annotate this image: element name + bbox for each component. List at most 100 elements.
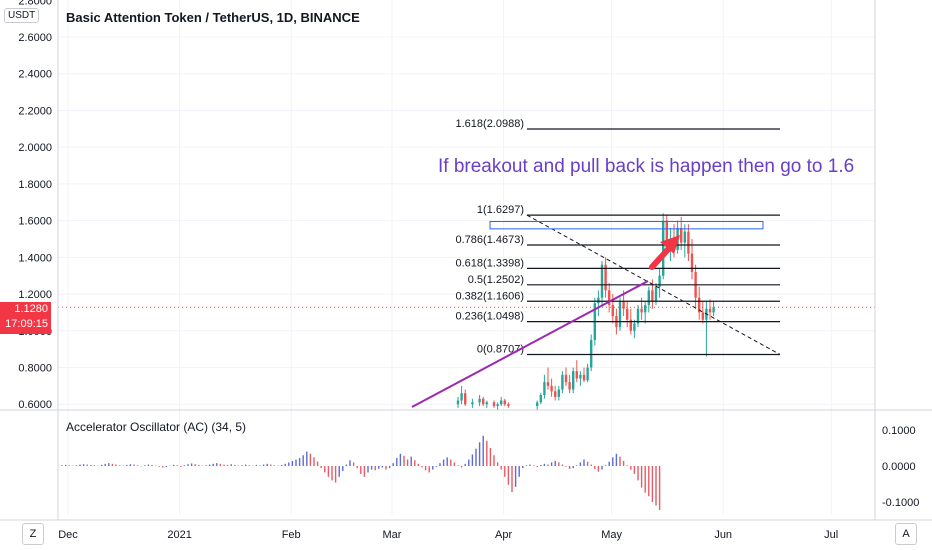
fib-level-label: 0.618(1.3398) — [456, 257, 525, 269]
price-tick-label: 2.8000 — [18, 0, 52, 7]
candle-body — [626, 308, 629, 320]
candle-body — [478, 398, 481, 403]
time-tick-label: Jul — [824, 529, 838, 541]
last-price-badge: 1.1280 17:09:15 — [0, 302, 51, 334]
candle-body — [543, 382, 546, 396]
candle-body — [604, 264, 607, 291]
candle-body — [629, 319, 632, 331]
candle-body — [608, 290, 611, 306]
fib-trend-line — [526, 214, 781, 355]
price-tick-label: 2.2000 — [18, 105, 52, 117]
time-tick-label: May — [601, 529, 622, 541]
candle-body — [464, 393, 467, 405]
candle-body — [597, 297, 600, 304]
arrow-head — [660, 235, 680, 254]
candle-body — [712, 307, 715, 313]
fibonacci-retracement[interactable]: 1.618(2.0988) 1(1.6297) 0.786(1.4673) 0.618… — [456, 118, 781, 355]
candle-body — [687, 231, 690, 254]
price-tick-label: 2.0000 — [18, 142, 52, 154]
candle-body — [600, 264, 604, 298]
candle-body — [651, 290, 654, 302]
candle-body — [550, 385, 553, 392]
candle-body — [557, 389, 560, 397]
candle-body — [564, 374, 568, 383]
candle-body — [640, 308, 643, 313]
candle-body — [586, 367, 589, 381]
oscillator-title: Accelerator Oscillator (AC) (34, 5) — [66, 420, 247, 434]
price-tick-label: 1.2000 — [18, 289, 52, 301]
time-tick-label: 2021 — [167, 529, 191, 541]
candle-body — [644, 305, 647, 313]
candle-body — [572, 371, 575, 390]
price-tick-label: 1.4000 — [18, 252, 52, 264]
time-tick-label: Feb — [282, 529, 301, 541]
oscillator-tick-label: -0.1000 — [882, 497, 919, 509]
candle-body — [647, 290, 650, 306]
oscillator-histogram — [61, 435, 661, 510]
candle-body — [561, 374, 564, 390]
price-tick-label: 1.6000 — [18, 216, 52, 228]
annotation-text[interactable]: If breakout and pull back is happen then… — [438, 156, 855, 177]
candle-body — [665, 220, 668, 247]
candle-body — [546, 382, 550, 386]
candle-body — [683, 231, 686, 243]
price-tick-label: 1.8000 — [18, 179, 52, 191]
candle-body — [701, 312, 704, 320]
candle-body — [622, 301, 625, 309]
candle-body — [503, 400, 506, 405]
candle-body — [633, 323, 636, 331]
candle-body — [662, 220, 665, 276]
price-tick-label: 2.4000 — [18, 69, 52, 81]
candle-body — [579, 374, 582, 379]
price-tick-label: 0.6000 — [18, 399, 52, 411]
candle-body — [554, 391, 557, 397]
last-price: 1.1280 — [14, 303, 48, 315]
price-tick-label: 2.6000 — [18, 32, 52, 44]
fib-level-label: 1.618(2.0988) — [456, 118, 525, 130]
ascending-trendline — [411, 280, 649, 408]
candle-body — [568, 382, 571, 390]
target-zone-box — [489, 221, 764, 230]
fib-level-label: 1(1.6297) — [477, 204, 524, 216]
fib-level-label: 0.236(1.0498) — [456, 311, 525, 323]
candle-body — [636, 308, 640, 324]
zoom-button[interactable]: Z — [22, 523, 44, 545]
candle-body — [536, 402, 539, 407]
user-drawings[interactable] — [411, 221, 764, 408]
fib-level-label: 0.5(1.2502) — [468, 274, 524, 286]
price-tick-label: 0.8000 — [18, 362, 52, 374]
candle-body — [496, 404, 499, 407]
fib-level-label: 0.382(1.1606) — [456, 290, 525, 302]
candle-body — [654, 286, 658, 302]
candle-body — [582, 374, 586, 381]
candle-body — [482, 398, 485, 405]
candle-body — [708, 308, 712, 313]
time-tick-label: Jun — [714, 529, 732, 541]
candle-body — [539, 395, 542, 403]
candle-body — [618, 301, 622, 328]
grid — [58, 0, 875, 515]
candle-body — [590, 339, 593, 368]
candle-body — [575, 371, 578, 379]
fib-level-label: 0.786(1.4673) — [456, 234, 525, 246]
time-tick-label: Apr — [495, 529, 512, 541]
oscillator-tick-label: 0.0000 — [882, 461, 916, 473]
candle-body — [492, 402, 496, 407]
fib-level-label: 0(0.8707) — [477, 343, 524, 355]
candle-body — [611, 305, 614, 317]
candle-body — [658, 275, 661, 287]
candle-body — [690, 253, 694, 273]
bar-countdown: 17:09:15 — [5, 318, 48, 330]
candle-body — [460, 393, 463, 401]
candle-body — [485, 402, 488, 405]
auto-scale-button[interactable]: A — [895, 523, 917, 545]
candle-body — [456, 400, 460, 405]
time-tick-label: Mar — [383, 529, 402, 541]
time-tick-label: Dec — [58, 529, 78, 541]
oscillator-tick-label: 0.1000 — [882, 425, 916, 437]
candle-body — [507, 404, 510, 407]
candle-body — [471, 402, 474, 405]
currency-label[interactable]: USDT — [4, 8, 40, 23]
